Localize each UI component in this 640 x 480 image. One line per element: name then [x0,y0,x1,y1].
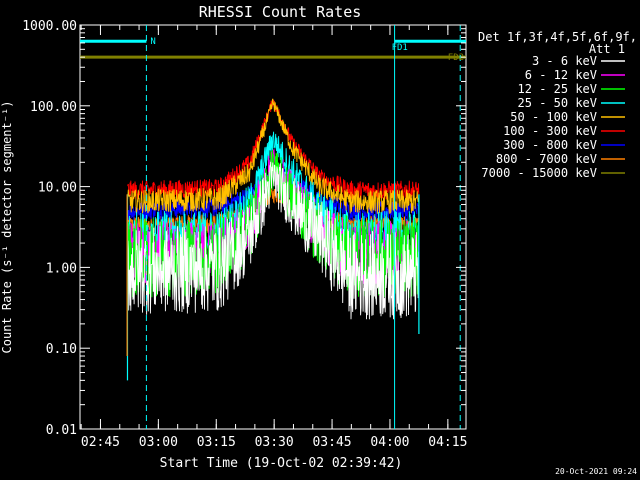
series-line-25-50-kev [127,131,420,260]
y-tick-label: 100.00 [30,100,77,115]
y-axis-label: Count Rate (s⁻¹ detector segment⁻¹) [0,101,14,354]
x-tick-label: 03:00 [139,435,178,450]
legend-label: 12 - 25 keV [518,82,597,96]
legend-label: 50 - 100 keV [510,110,597,124]
x-tick-label: 03:30 [255,435,294,450]
x-tick-label: 03:15 [197,435,236,450]
legend-label: 100 - 300 keV [503,124,597,138]
series-line-3-6-kev [127,161,420,320]
legend-label: 300 - 800 keV [503,138,597,152]
legend-label: 3 - 6 keV [532,54,597,68]
y-tick-label: 1000.00 [22,19,77,34]
legend-label: 800 - 7000 keV [496,152,597,166]
x-tick-label: 02:45 [81,435,120,450]
chart-title: RHESSI Count Rates [199,3,362,21]
plot-frame [79,24,467,430]
y-tick-label: 10.00 [38,181,77,196]
annotation-fd1: FD1 [392,43,408,53]
y-tick-label: 1.00 [46,261,77,276]
annotation-n: N [150,37,155,47]
legend-label: 7000 - 15000 keV [481,166,597,180]
x-tick-label: 03:45 [312,435,351,450]
timestamp: 20-Oct-2021 09:24 [555,467,637,476]
x-tick-label: 04:00 [370,435,409,450]
y-tick-label: 0.10 [46,342,77,357]
y-tick-label: 0.01 [46,423,77,438]
legend-header-att: Att 1 [589,42,625,56]
x-tick-label: 04:15 [428,435,467,450]
legend-label: 25 - 50 keV [518,96,597,110]
annotation-fd2: FD2 [448,53,464,63]
x-axis-label: Start Time (19-Oct-02 02:39:42) [160,456,403,471]
legend-header: Det 1f,3f,4f,5f,6f,9f, [478,30,637,44]
legend-label: 6 - 12 keV [525,68,597,82]
series-line-50-100-kev [127,98,420,214]
